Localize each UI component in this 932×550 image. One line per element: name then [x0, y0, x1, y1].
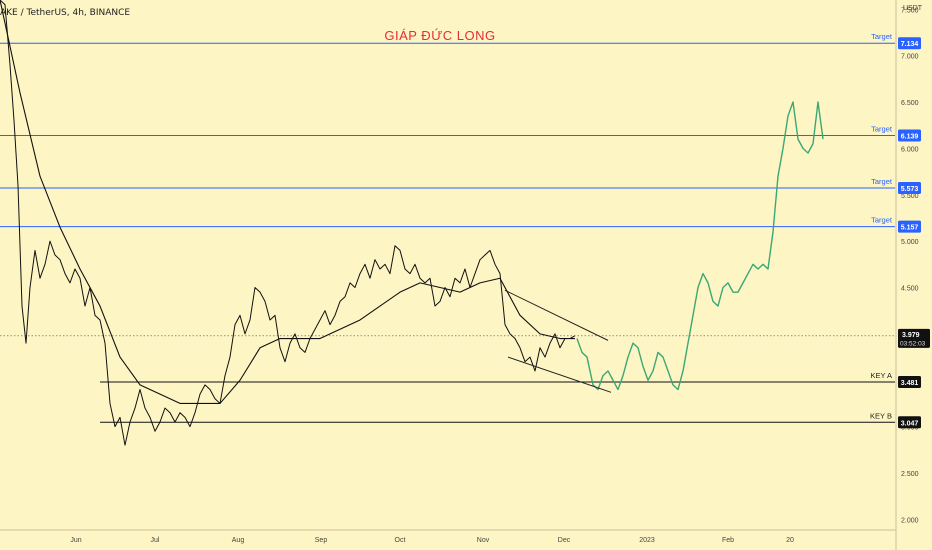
level-price-badge — [898, 416, 921, 429]
y-tick-label: 6.000 — [901, 146, 919, 153]
x-tick-label: Sep — [315, 537, 328, 544]
target-note: Target — [871, 216, 893, 225]
last-price-badge — [898, 328, 930, 348]
y-tick-label: 2.000 — [901, 517, 919, 524]
wedge-trend-line — [504, 289, 609, 341]
level-price-badge — [898, 181, 921, 194]
level-price-label: 5.573 — [901, 186, 919, 193]
last-price-value: 3.979 — [902, 332, 920, 339]
level-price-label: 7.134 — [901, 41, 919, 48]
y-tick-label: 2.500 — [901, 471, 919, 478]
symbol-info: AKE / TetherUS, 4h, BINANCE — [0, 8, 131, 18]
x-tick-label: Feb — [722, 537, 734, 544]
key-note: KEY B — [870, 411, 892, 420]
wedge-trend-line — [507, 356, 612, 393]
y-tick-label: 4.500 — [901, 286, 919, 293]
level-price-label: 5.157 — [901, 225, 919, 232]
x-tick-label: Jun — [70, 537, 81, 544]
level-price-label: 3.481 — [901, 380, 919, 387]
level-price-badge — [898, 220, 921, 233]
level-price-label: 6.139 — [901, 133, 919, 140]
level-price-badge — [898, 37, 921, 50]
y-tick-label: 7.500 — [901, 7, 919, 14]
x-tick-label: Jul — [151, 537, 160, 544]
level-price-badge — [898, 129, 921, 142]
x-tick-label: Oct — [395, 537, 406, 544]
currency-label: USDT — [903, 5, 923, 12]
x-tick-label: Nov — [477, 537, 490, 544]
target-note: Target — [871, 32, 893, 41]
level-price-badge — [898, 376, 921, 389]
level-price-label: 3.047 — [901, 420, 919, 427]
x-tick-label: Dec — [558, 537, 571, 544]
target-note: Target — [871, 124, 893, 133]
key-note: KEY A — [870, 371, 892, 380]
target-note: Target — [871, 177, 893, 186]
x-tick-label: Aug — [232, 537, 245, 544]
x-tick-label: 20 — [786, 537, 794, 544]
y-tick-label: 6.500 — [901, 100, 919, 107]
projection-line — [576, 101, 824, 391]
last-price-countdown: 03:52:03 — [900, 340, 926, 347]
x-tick-label: 2023 — [639, 537, 655, 544]
y-tick-label: 5.000 — [901, 239, 919, 246]
price-line — [0, 0, 576, 446]
moving_average-line — [0, 0, 575, 404]
y-tick-label: 5.500 — [901, 193, 919, 200]
y-tick-label: 7.000 — [901, 54, 919, 61]
chart-title: GIÁP ĐỨC LONG — [384, 28, 496, 43]
